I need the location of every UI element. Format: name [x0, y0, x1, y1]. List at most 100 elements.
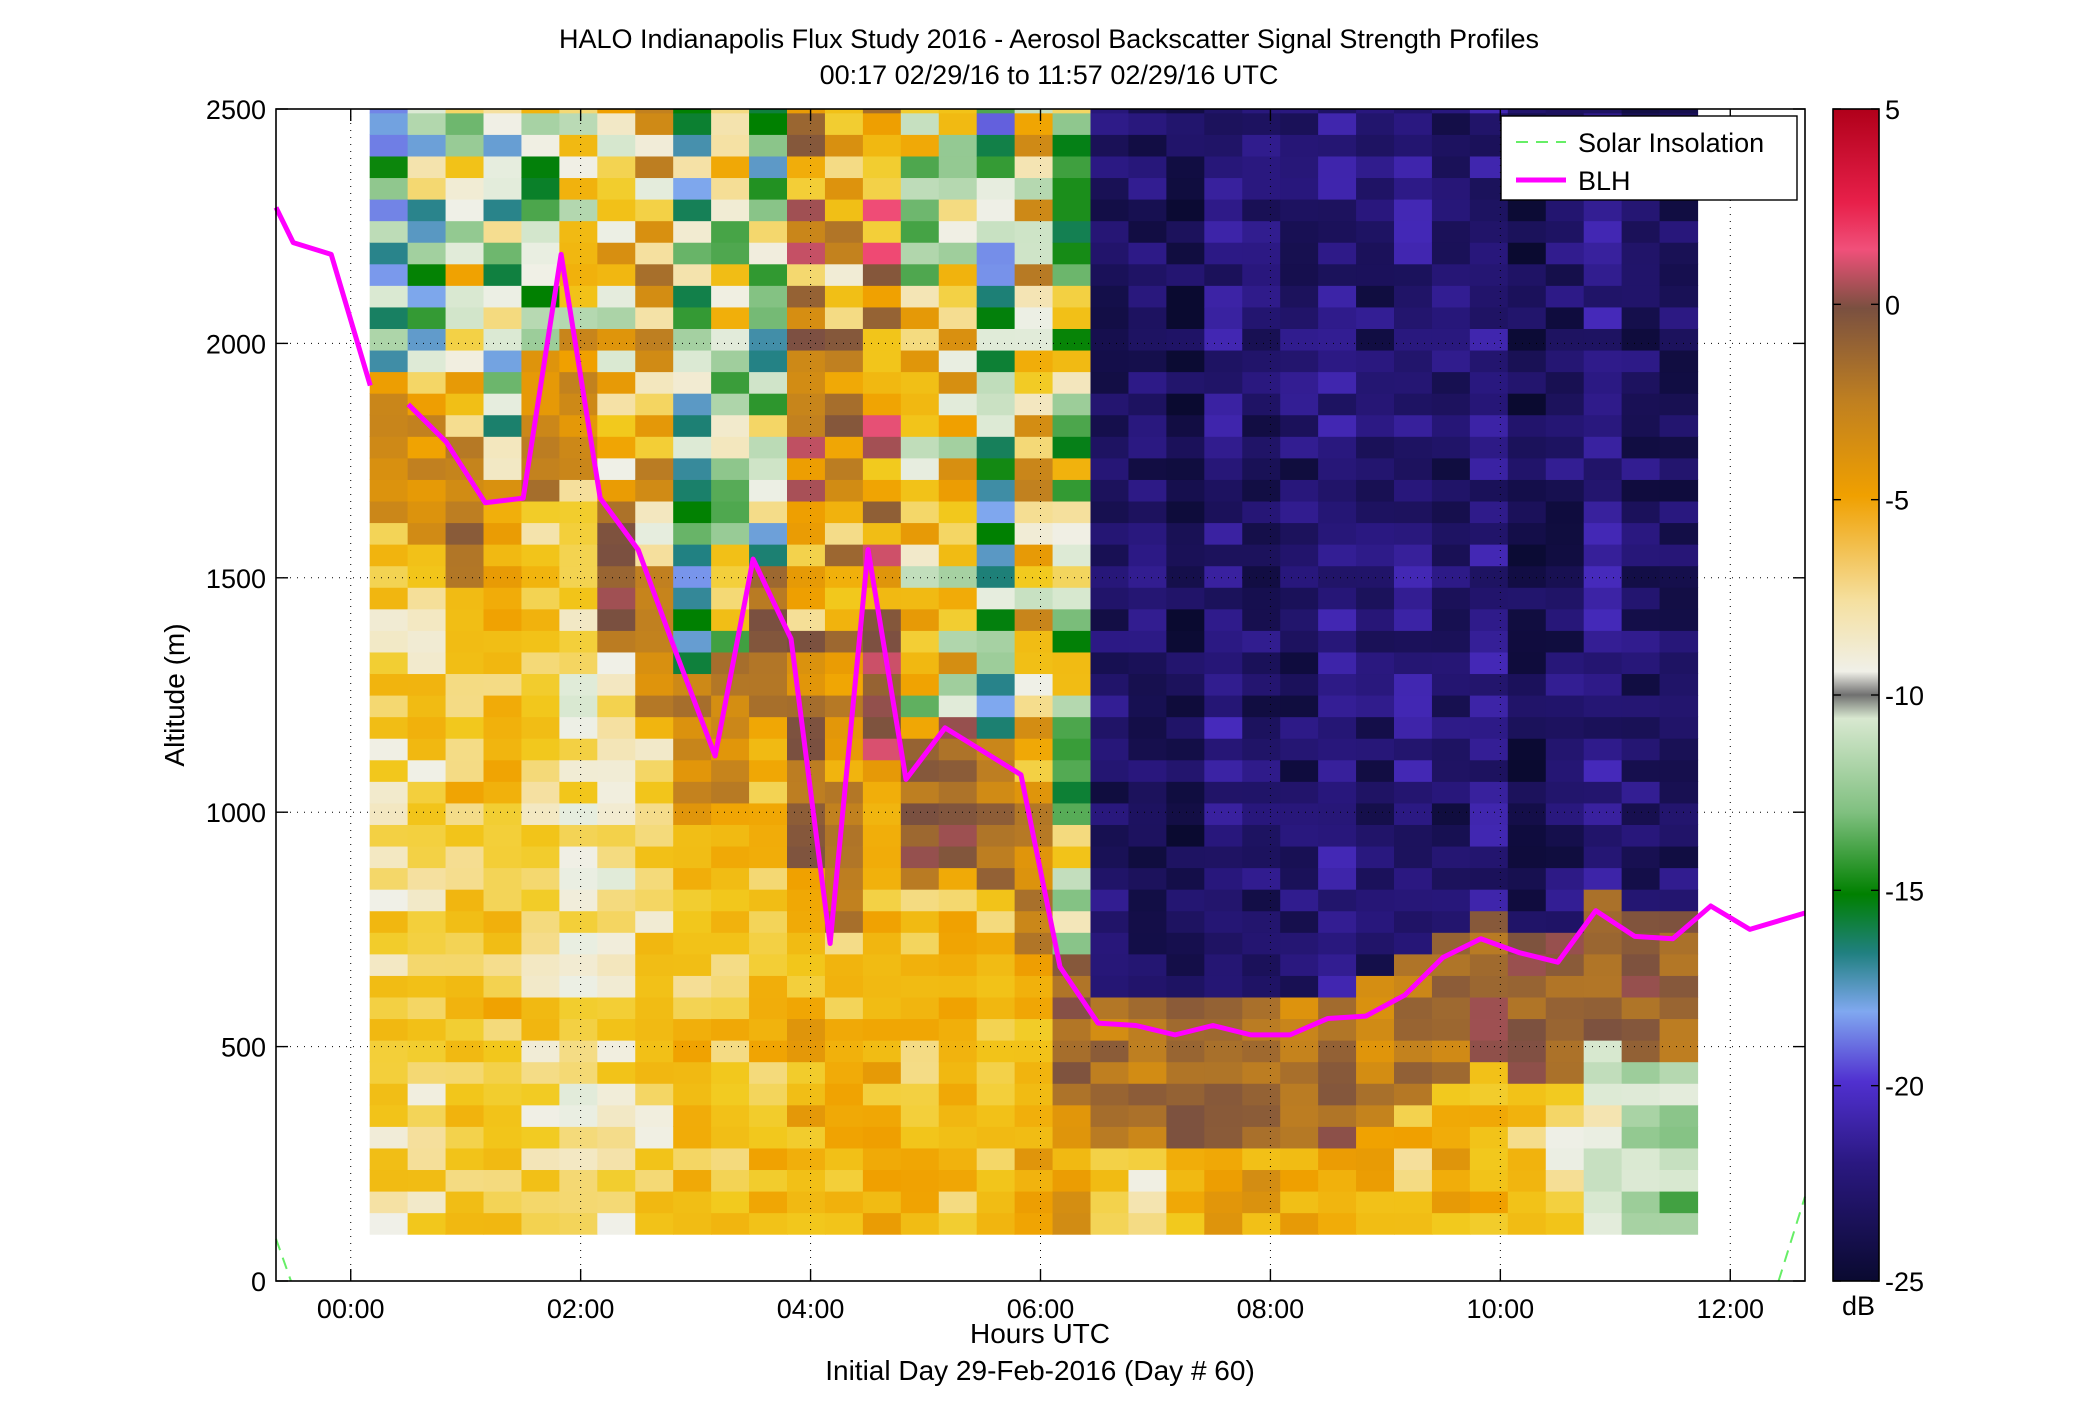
heatmap-cell — [711, 1147, 750, 1171]
heatmap-cell — [938, 759, 978, 782]
heatmap-cell — [976, 910, 1016, 933]
heatmap-cell — [1128, 587, 1167, 610]
heatmap-cell — [1128, 867, 1167, 890]
heatmap-cell — [1356, 630, 1395, 653]
heatmap-cell — [900, 889, 940, 912]
heatmap-cell — [1583, 975, 1623, 998]
x-tick-label: 08:00 — [1237, 1294, 1305, 1324]
heatmap-cell — [407, 824, 447, 847]
heatmap-cell — [1621, 457, 1661, 480]
heatmap-cell — [938, 500, 978, 524]
heatmap-cell — [1469, 199, 1509, 222]
heatmap-cell — [1128, 630, 1167, 653]
heatmap-cell — [1394, 544, 1433, 567]
heatmap-cell — [1280, 436, 1319, 459]
line-series — [273, 206, 1806, 1282]
heatmap-cell — [521, 199, 560, 222]
heatmap-cell — [787, 932, 826, 955]
y-tick-label: 2500 — [206, 95, 266, 125]
heatmap-cell — [1621, 867, 1661, 890]
heatmap-cell — [787, 716, 826, 739]
heatmap-cell — [1090, 220, 1130, 243]
heatmap-cell — [862, 220, 902, 243]
heatmap-cell — [369, 759, 409, 782]
heatmap-cell — [1394, 587, 1433, 610]
heatmap-cell — [1128, 134, 1167, 157]
heatmap-cell — [787, 1169, 826, 1192]
heatmap-cell — [1052, 155, 1092, 179]
heatmap-cell — [1507, 328, 1547, 351]
heatmap-cell — [1166, 457, 1205, 480]
heatmap-cell — [1204, 177, 1243, 200]
heatmap-cell — [521, 910, 560, 933]
heatmap-cell — [673, 1061, 712, 1084]
heatmap-cell — [673, 457, 712, 480]
heatmap-cell — [1469, 802, 1509, 825]
heatmap-cell — [976, 932, 1016, 955]
heatmap-cell — [1128, 824, 1167, 847]
heatmap-cell — [1014, 630, 1054, 653]
heatmap-cell — [1280, 393, 1319, 416]
heatmap-cell — [862, 845, 902, 869]
heatmap-cell — [445, 306, 485, 329]
heatmap-cell — [1583, 630, 1623, 653]
heatmap-cell — [1052, 630, 1092, 653]
heatmap-cell — [862, 1104, 902, 1127]
heatmap-cell — [1356, 393, 1395, 416]
heatmap-cell — [597, 759, 636, 782]
heatmap-cell — [1242, 996, 1281, 1020]
legend-box — [1500, 115, 1798, 201]
heatmap-cell — [1204, 371, 1243, 394]
heatmap-cell — [1621, 1018, 1661, 1041]
legend-label-blh: BLH — [1578, 166, 1631, 196]
heatmap-cell — [1128, 1040, 1167, 1063]
heatmap-cell — [938, 306, 978, 329]
heatmap-cell — [1583, 695, 1623, 718]
heatmap-cell — [1545, 1212, 1585, 1235]
heatmap-cell — [711, 371, 750, 394]
heatmap-cell — [673, 781, 712, 804]
heatmap-cell — [559, 824, 598, 847]
heatmap-cell — [407, 910, 447, 933]
heatmap-cell — [976, 845, 1016, 869]
heatmap-cell — [1166, 1147, 1205, 1171]
heatmap-cell — [1318, 867, 1357, 890]
heatmap-cell — [1014, 109, 1054, 114]
heatmap-cell — [976, 1126, 1016, 1149]
heatmap-cell — [1507, 932, 1547, 955]
heatmap-cell — [1431, 1190, 1471, 1214]
heatmap-cell — [1469, 824, 1509, 847]
heatmap-cell — [1318, 479, 1357, 502]
heatmap-cell — [559, 738, 598, 761]
heatmap-cell — [1507, 220, 1547, 243]
heatmap-cell — [483, 1018, 523, 1041]
heatmap-cell — [711, 328, 750, 351]
heatmap-cell — [938, 695, 978, 718]
heatmap-cell — [1469, 371, 1509, 394]
heatmap-cell — [1583, 1104, 1623, 1127]
heatmap-cell — [862, 673, 902, 696]
heatmap-cell — [597, 695, 636, 718]
heatmap-cell — [1659, 651, 1699, 675]
heatmap-cell — [521, 177, 560, 200]
heatmap-cell — [1394, 565, 1433, 588]
heatmap-cell — [1128, 975, 1167, 998]
heatmap-cell — [635, 824, 674, 847]
heatmap-cell — [976, 436, 1016, 459]
heatmap-cell — [749, 695, 788, 718]
heatmap-cell — [1014, 414, 1054, 437]
heatmap-cell — [521, 1083, 560, 1106]
heatmap-cell — [1621, 371, 1661, 394]
heatmap-cell — [1583, 1061, 1623, 1084]
heatmap-cell — [1090, 1040, 1130, 1063]
heatmap-cell — [559, 1147, 598, 1171]
heatmap-cell — [900, 285, 940, 308]
heatmap-cell — [1166, 349, 1205, 373]
heatmap-cell — [749, 953, 788, 976]
heatmap-cell — [1052, 587, 1092, 610]
heatmap-cell — [1052, 306, 1092, 329]
heatmap-cell — [1507, 759, 1547, 782]
heatmap-cell — [1318, 349, 1357, 373]
heatmap-cell — [749, 1104, 788, 1127]
heatmap-cell — [1242, 457, 1281, 480]
